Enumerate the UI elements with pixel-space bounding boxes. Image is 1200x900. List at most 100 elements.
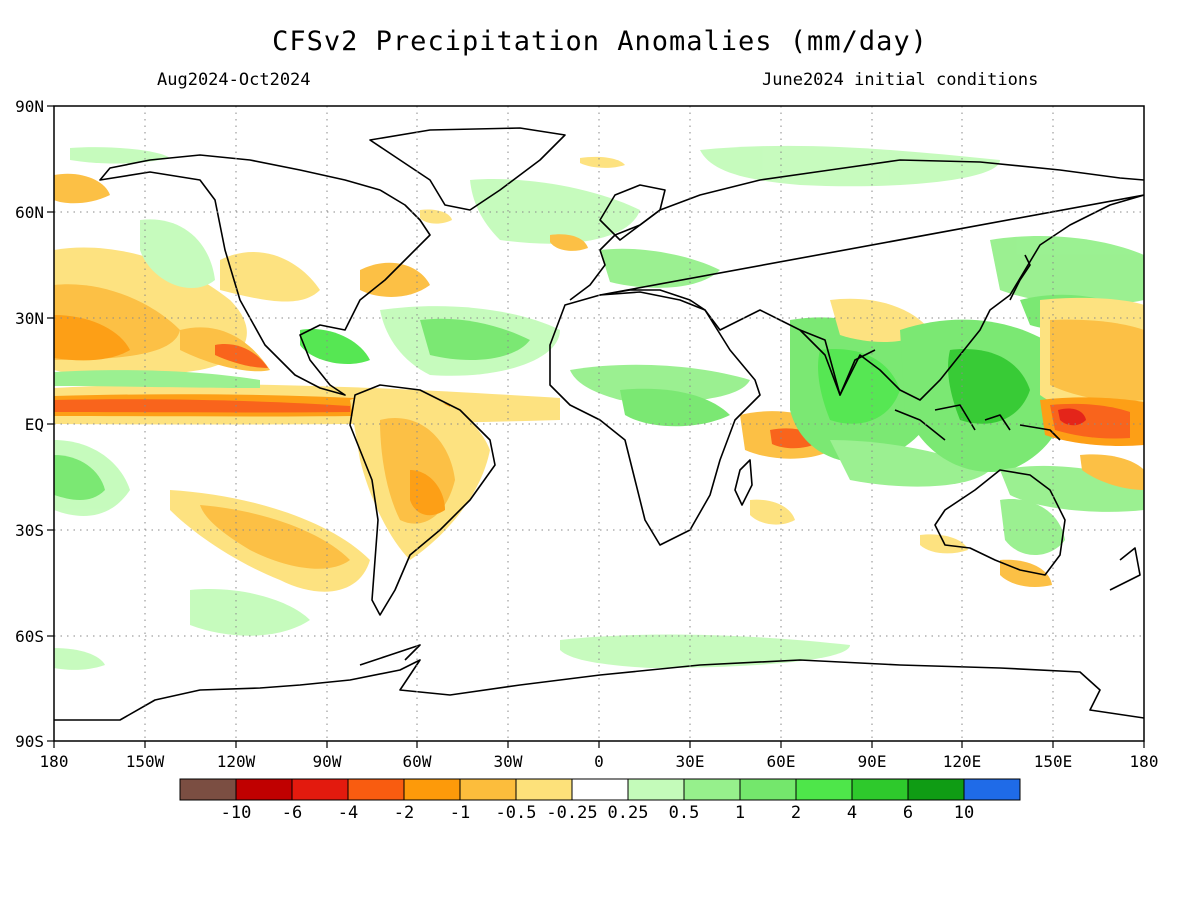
lat-label: 60N [15, 203, 44, 222]
colorbar-swatch [627, 778, 685, 801]
maritime-wet-2 [948, 349, 1030, 424]
npacific-dry-3 [54, 315, 130, 361]
lat-label: 90S [15, 732, 44, 751]
colorbar-label: 1 [735, 803, 745, 823]
south-america-coast [349, 384, 496, 616]
npacific-wet [54, 370, 260, 388]
colorbar-label: 0.5 [669, 803, 700, 823]
caribbean-wet [300, 329, 370, 365]
colorbar-swatch [851, 778, 909, 801]
lon-label: 30E [676, 752, 705, 771]
lon-labels: 180 150W 120W 90W 60W 30W 0 30E 60E 90E … [40, 752, 1159, 771]
spacific-wet-2 [54, 455, 105, 500]
colorbar: -10 -6 -4 -2 -1 -0.5 -0.25 0.25 0.5 1 2 4 6 10 [179, 778, 1021, 823]
wpacific-dry-5 [1058, 408, 1086, 426]
colorbar-swatch [179, 778, 237, 801]
spacific-dry-east [1080, 454, 1144, 490]
europe-wet [600, 248, 720, 288]
lon-label: 120E [943, 752, 982, 771]
indian-dry-3 [750, 499, 795, 525]
europe-dry [550, 234, 588, 251]
north-america-coast [99, 154, 431, 396]
lon-label: 180 [1130, 752, 1159, 771]
lon-label: 180 [40, 752, 69, 771]
lat-label: EQ [25, 415, 44, 434]
southern-wet-3 [54, 648, 105, 670]
colorbar-swatch [403, 778, 461, 801]
colorbar-swatch [459, 778, 517, 801]
colorbar-swatch [795, 778, 853, 801]
colorbar-label: -10 [221, 803, 252, 823]
australia-wet [1000, 499, 1065, 555]
lon-ticks [53, 741, 1145, 748]
colorbar-swatch [963, 778, 1021, 801]
greenland-dry [580, 156, 625, 168]
colorbar-label: -6 [282, 803, 302, 823]
samerica-dry-3 [410, 470, 445, 516]
indonesia-coast [894, 404, 1061, 441]
lon-label: 60E [767, 752, 796, 771]
scandinavia-coast [599, 184, 666, 241]
antarctica-coast [54, 659, 1144, 721]
eurasia-coast [569, 159, 1144, 401]
alaska-dry [54, 173, 110, 204]
africa-coast [549, 291, 761, 546]
madagascar-coast [734, 459, 753, 506]
map-title: CFSv2 Precipitation Anomalies (mm/day) [272, 26, 928, 57]
colorbar-swatch [291, 778, 349, 801]
colorbar-label: 2 [791, 803, 801, 823]
lat-label: 60S [15, 627, 44, 646]
colorbar-label: 10 [954, 803, 974, 823]
southern-wet [190, 589, 310, 636]
namerica-dry [220, 251, 320, 302]
lon-label: 60W [403, 752, 432, 771]
lat-label: 90N [15, 97, 44, 116]
lon-label: 30W [494, 752, 523, 771]
colorbar-swatch [235, 778, 293, 801]
atlantic-wet-2 [420, 318, 530, 360]
lon-label: 120W [217, 752, 256, 771]
colorbar-label: -2 [394, 803, 414, 823]
siberia-wet [700, 145, 1000, 187]
greenland-coast [369, 127, 566, 211]
arctic-wet [70, 147, 170, 164]
colorbar-label: -4 [338, 803, 358, 823]
coastlines [54, 127, 1144, 721]
namerica-east-dry [360, 262, 430, 297]
colorbar-label: 6 [903, 803, 913, 823]
eq-pacific-dry-3 [54, 399, 350, 413]
australia-dry [1000, 559, 1052, 587]
colorbar-label: 0.25 [608, 803, 649, 823]
nz-coast [1109, 547, 1141, 591]
camerica-dry-2 [215, 344, 268, 368]
lat-label: 30N [15, 309, 44, 328]
japan-coast [1009, 254, 1031, 301]
southern-wet-2 [560, 634, 850, 668]
lon-label: 0 [594, 752, 604, 771]
lat-labels: 90N 60N 30N EQ 30S 60S 90S [15, 97, 44, 751]
initial-conditions: June2024 initial conditions [762, 70, 1039, 90]
anomaly-field [54, 145, 1144, 670]
lat-label: 30S [15, 521, 44, 540]
antarctic-peninsula [359, 644, 421, 666]
namerica-wet [140, 219, 215, 289]
sahel-wet [570, 364, 750, 402]
lon-label: 90E [858, 752, 887, 771]
colorbar-swatch [347, 778, 405, 801]
wpacific-dry-2 [1050, 319, 1144, 402]
canada-dry [420, 209, 452, 224]
colorbar-label: -0.5 [496, 803, 537, 823]
wpacific-wet [990, 235, 1144, 306]
indian-wet-2 [818, 349, 900, 424]
lon-label: 90W [313, 752, 342, 771]
colorbar-label: -0.25 [546, 803, 597, 823]
colorbar-label: 4 [847, 803, 857, 823]
africa-wet [620, 388, 730, 427]
indian-wet-3 [830, 440, 990, 487]
colorbar-swatch [739, 778, 797, 801]
lon-label: 150W [126, 752, 165, 771]
lat-ticks [47, 105, 54, 742]
eurasia-wet [470, 179, 640, 244]
valid-period: Aug2024-Oct2024 [157, 70, 311, 90]
